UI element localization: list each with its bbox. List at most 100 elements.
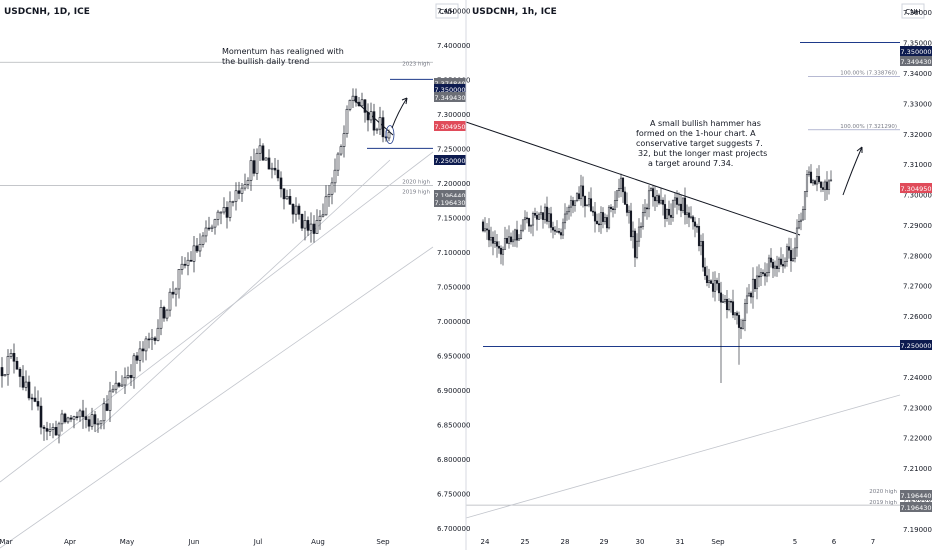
highlight-ellipse (385, 125, 395, 145)
x-tick-label: Apr (64, 538, 76, 546)
candle-body (336, 153, 340, 171)
candle-body (285, 196, 289, 200)
y-tick-label: 7.350000 (903, 40, 932, 48)
x-tick-label: Aug (311, 538, 325, 546)
candle-body (525, 217, 529, 220)
candle-body (723, 298, 727, 302)
y-tick-label: 7.360000 (903, 9, 932, 17)
candle-body (225, 207, 229, 218)
candle-body (769, 257, 773, 263)
candle-body (779, 258, 783, 265)
candle-body (509, 236, 513, 243)
candle-body (300, 213, 304, 229)
price-tag-label: 7.304950 (900, 185, 931, 193)
annotation-text: the bullish daily trend (222, 57, 309, 66)
candle-body (675, 197, 679, 205)
candle-body (511, 239, 515, 243)
candle-body (351, 95, 355, 101)
candle-body (803, 191, 807, 210)
candle-body (565, 211, 569, 215)
y-tick-label: 7.000000 (437, 318, 470, 326)
candle-body (87, 419, 91, 427)
candle-body (783, 261, 787, 267)
candle-body (617, 188, 621, 191)
candle-body (503, 238, 507, 250)
candle-body (719, 292, 723, 303)
price-tag-label: 7.196430 (900, 504, 931, 512)
candle-body (24, 381, 28, 388)
trendline-support (94, 159, 391, 433)
y-tick-label: 7.240000 (903, 374, 932, 382)
candle-body (493, 241, 497, 244)
candle-body (372, 111, 376, 131)
y-tick-label: 7.100000 (437, 249, 470, 257)
x-tick-label: 25 (521, 538, 530, 546)
candle-body (195, 245, 199, 252)
candle-body (33, 397, 37, 402)
x-tick-label: 31 (676, 538, 685, 546)
candle-body (213, 219, 217, 228)
candle-body (645, 207, 649, 210)
candle-body (789, 250, 793, 262)
candle-body (204, 227, 208, 237)
price-tag-label: 7.349430 (434, 94, 465, 102)
candle-body (697, 226, 701, 247)
candle-body (45, 428, 49, 432)
candle-body (737, 315, 741, 328)
candle-body (243, 184, 247, 189)
candle-body (321, 214, 325, 217)
candle-body (713, 280, 717, 292)
candle-body (3, 374, 7, 377)
candle-body (741, 320, 745, 329)
candle-body (571, 200, 575, 206)
y-tick-label: 7.340000 (903, 70, 932, 78)
candle-body (378, 117, 382, 130)
y-tick-label: 7.230000 (903, 404, 932, 412)
candle-body (597, 223, 601, 226)
candle-body (601, 212, 605, 222)
candle-body (255, 152, 259, 174)
candle-body (739, 327, 743, 329)
trendline-support (465, 394, 901, 519)
candle-body (605, 217, 609, 229)
candle-body (669, 214, 673, 218)
candle-body (689, 216, 693, 219)
candle-body (505, 238, 509, 244)
candle-body (483, 228, 487, 232)
candle-body (78, 410, 82, 418)
candle-body (591, 210, 595, 213)
candle-body (547, 213, 551, 222)
candle-body (817, 176, 821, 183)
candle-body (279, 177, 283, 190)
candle-body (801, 209, 805, 221)
candle-body (623, 191, 627, 205)
y-tick-label: 7.190000 (903, 526, 932, 534)
candle-body (819, 181, 823, 188)
candle-body (177, 269, 181, 290)
candle-body (6, 356, 10, 375)
candle-body (183, 263, 187, 266)
candle-body (366, 112, 370, 121)
candle-body (156, 327, 160, 341)
candle-body (363, 99, 367, 113)
candle-body (240, 187, 244, 194)
candle-body (111, 388, 115, 392)
candle-body (717, 283, 721, 294)
x-tick-label: Jun (188, 538, 200, 546)
candle-body (757, 275, 761, 278)
candle-body (637, 226, 641, 242)
price-tag (434, 155, 466, 165)
candle-body (703, 266, 707, 276)
candle-body (799, 219, 803, 222)
candle-body (165, 309, 169, 319)
candle-body (621, 177, 625, 193)
candle-body (541, 212, 545, 220)
y-tick-label: 7.220000 (903, 435, 932, 443)
candle-body (731, 301, 735, 316)
trendline-resistance (465, 121, 801, 236)
annotation-text: Momentum has realigned with (222, 47, 344, 56)
candle-body (129, 375, 133, 379)
